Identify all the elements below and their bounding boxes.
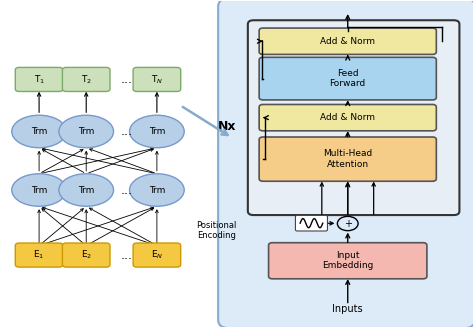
Text: Trm: Trm [149, 186, 165, 195]
FancyBboxPatch shape [133, 243, 181, 267]
FancyBboxPatch shape [269, 243, 427, 279]
Text: ...: ... [120, 249, 132, 261]
FancyBboxPatch shape [248, 20, 459, 215]
FancyBboxPatch shape [15, 243, 63, 267]
Text: Positional
Encoding: Positional Encoding [196, 221, 236, 240]
Text: Inputs: Inputs [332, 304, 363, 314]
Text: ...: ... [120, 184, 132, 196]
Text: Add & Norm: Add & Norm [320, 37, 375, 46]
Text: T$_1$: T$_1$ [34, 73, 45, 86]
FancyBboxPatch shape [63, 68, 110, 92]
Text: Add & Norm: Add & Norm [320, 113, 375, 122]
Ellipse shape [59, 174, 114, 206]
FancyBboxPatch shape [259, 28, 437, 54]
Text: ...: ... [120, 125, 132, 138]
Ellipse shape [59, 115, 114, 148]
Text: Nx: Nx [218, 120, 236, 133]
Text: Multi-Head
Attention: Multi-Head Attention [323, 150, 373, 169]
Text: ...: ... [120, 73, 132, 86]
Text: Trm: Trm [78, 127, 94, 136]
Text: E$_2$: E$_2$ [81, 249, 92, 261]
FancyBboxPatch shape [259, 57, 437, 100]
Text: Trm: Trm [149, 127, 165, 136]
Ellipse shape [129, 115, 184, 148]
FancyBboxPatch shape [259, 105, 437, 131]
FancyBboxPatch shape [133, 68, 181, 92]
FancyBboxPatch shape [259, 137, 437, 181]
FancyBboxPatch shape [15, 68, 63, 92]
Ellipse shape [12, 174, 66, 206]
Text: +: + [344, 218, 352, 229]
Text: Trm: Trm [31, 127, 47, 136]
FancyBboxPatch shape [295, 215, 328, 231]
Text: E$_N$: E$_N$ [151, 249, 163, 261]
Ellipse shape [12, 115, 66, 148]
Text: E$_1$: E$_1$ [34, 249, 45, 261]
FancyBboxPatch shape [63, 243, 110, 267]
Text: Trm: Trm [78, 186, 94, 195]
Text: Feed
Forward: Feed Forward [329, 69, 366, 88]
Text: Input
Embedding: Input Embedding [322, 251, 374, 271]
FancyBboxPatch shape [218, 0, 474, 328]
Text: T$_2$: T$_2$ [81, 73, 92, 86]
Text: Trm: Trm [31, 186, 47, 195]
Ellipse shape [129, 174, 184, 206]
Text: T$_N$: T$_N$ [151, 73, 163, 86]
